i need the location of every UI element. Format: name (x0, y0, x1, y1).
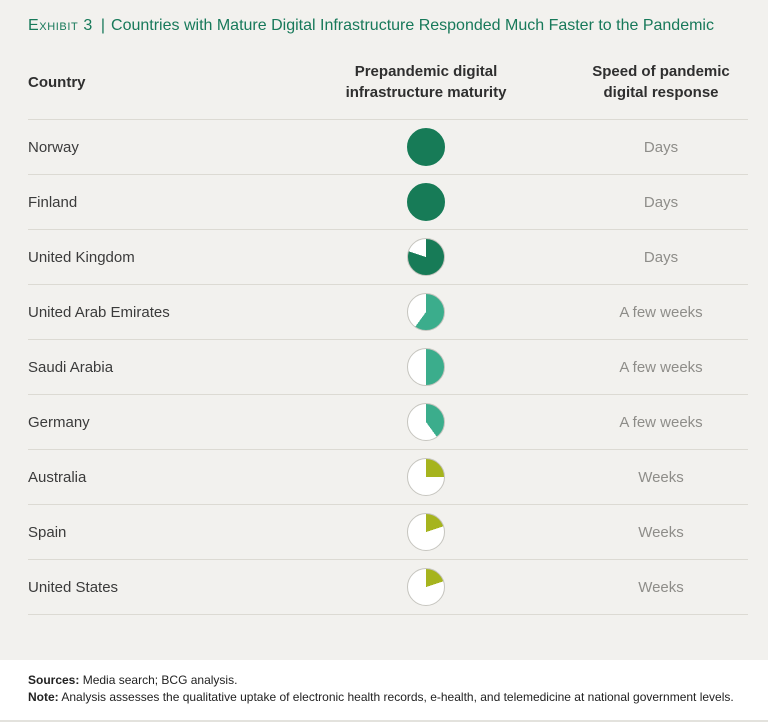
maturity-pie-icon (407, 513, 445, 551)
footnotes: Sources: Media search; BCG analysis. Not… (0, 660, 768, 722)
maturity-cell (278, 458, 574, 496)
maturity-table: Country Prepandemic digital infrastructu… (28, 51, 748, 615)
country-name: Saudi Arabia (28, 358, 114, 376)
note-label: Note: (28, 689, 59, 704)
response-value: A few weeks (619, 413, 703, 431)
maturity-pie-icon (407, 183, 445, 221)
exhibit-title: Exhibit 3 | Countries with Mature Digital … (28, 14, 748, 37)
maturity-pie-icon (407, 128, 445, 166)
maturity-pie-icon (407, 293, 445, 331)
table-row: United Arab Emirates A few weeks (28, 285, 748, 340)
maturity-cell (278, 568, 574, 606)
response-value: Weeks (638, 523, 684, 541)
maturity-cell (278, 128, 574, 166)
table-row: Norway Days (28, 120, 748, 175)
sources-label: Sources: (28, 673, 80, 687)
maturity-pie-icon (407, 568, 445, 606)
title-divider: | (100, 17, 106, 34)
exhibit-title-text: Countries with Mature Digital Infrastruc… (111, 17, 714, 34)
maturity-pie-icon (407, 403, 445, 441)
maturity-pie-icon (407, 458, 445, 496)
table-body: Norway Days Finland Days United Kingdom … (28, 120, 748, 615)
country-name: United States (28, 578, 119, 596)
country-name: Australia (28, 468, 87, 486)
response-value: Days (643, 193, 679, 211)
country-name: United Arab Emirates (28, 303, 170, 321)
sources-line: Sources: Media search; BCG analysis. (28, 672, 740, 689)
table-header-row: Country Prepandemic digital infrastructu… (28, 51, 748, 120)
table-row: Australia Weeks (28, 450, 748, 505)
exhibit-label: Exhibit 3 (28, 17, 93, 34)
table-row: United Kingdom Days (28, 230, 748, 285)
maturity-cell (278, 183, 574, 221)
column-header-response: Speed of pandemic digital response (592, 63, 730, 101)
table-row: Finland Days (28, 175, 748, 230)
maturity-pie-icon (407, 348, 445, 386)
response-value: Weeks (638, 578, 684, 596)
column-header-maturity: Prepandemic digital infrastructure matur… (345, 63, 507, 101)
table-row: Germany A few weeks (28, 395, 748, 450)
response-value: Days (643, 248, 679, 266)
response-value: A few weeks (619, 303, 703, 321)
maturity-cell (278, 293, 574, 331)
table-row: United States Weeks (28, 560, 748, 615)
maturity-cell (278, 348, 574, 386)
exhibit-page: Exhibit 3 | Countries with Mature Digital … (28, 14, 748, 615)
note-text: Analysis assesses the qualitative uptake… (61, 689, 734, 704)
maturity-cell (278, 403, 574, 441)
response-value: Weeks (638, 468, 684, 486)
response-value: A few weeks (619, 358, 703, 376)
sources-text: Media search; BCG analysis. (82, 673, 238, 687)
response-value: Days (643, 138, 679, 156)
country-name: Germany (28, 413, 90, 431)
maturity-cell (278, 513, 574, 551)
column-header-country: Country (28, 73, 86, 91)
country-name: United Kingdom (28, 248, 135, 266)
maturity-pie-icon (407, 238, 445, 276)
country-name: Finland (28, 193, 78, 211)
country-name: Spain (28, 523, 67, 541)
table-row: Spain Weeks (28, 505, 748, 560)
country-name: Norway (28, 138, 79, 156)
table-row: Saudi Arabia A few weeks (28, 340, 748, 395)
maturity-cell (278, 238, 574, 276)
note-line: Note: Analysis assesses the qualitative … (28, 689, 740, 706)
